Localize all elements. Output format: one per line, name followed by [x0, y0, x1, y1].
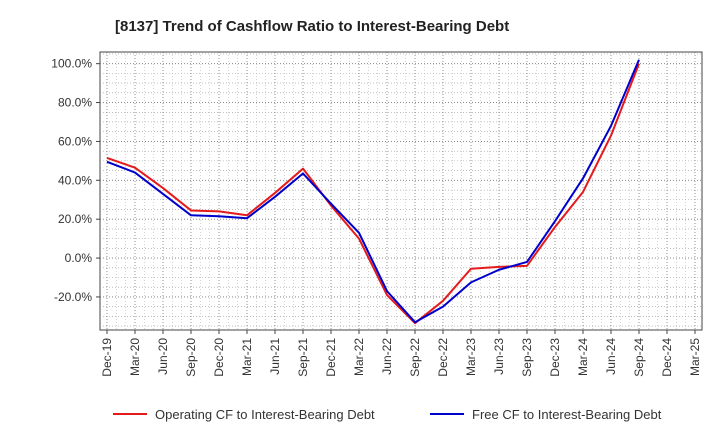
x-tick-label: Jun-20 — [156, 338, 170, 375]
x-tick-label: Sep-21 — [296, 338, 310, 377]
series-lines — [106, 59, 640, 325]
plot-area — [99, 51, 703, 331]
y-axis: -20.0% 0.0% 20.0% 40.0% 60.0% 80.0% 100.0% — [51, 57, 100, 304]
x-tick-label: Dec-20 — [212, 338, 226, 377]
x-tick-label: Dec-24 — [660, 338, 674, 377]
y-tick-label: -20.0% — [54, 290, 92, 304]
x-tick-label: Dec-21 — [324, 338, 338, 377]
x-tick-label: Sep-24 — [632, 338, 646, 377]
x-tick-label: Sep-22 — [408, 338, 422, 377]
y-tick-label: 100.0% — [51, 57, 92, 71]
chart-title: [8137] Trend of Cashflow Ratio to Intere… — [115, 18, 509, 35]
x-tick-label: Mar-25 — [688, 338, 702, 376]
legend: Operating CF to Interest-Bearing Debt Fre… — [113, 407, 662, 422]
series-line-2 — [106, 59, 640, 324]
grid-lines — [100, 52, 702, 330]
x-tick-label: Dec-23 — [548, 338, 562, 377]
x-tick-label: Mar-20 — [128, 338, 142, 376]
x-tick-label: Jun-22 — [380, 338, 394, 375]
legend-label: Operating CF to Interest-Bearing Debt — [155, 407, 375, 422]
x-tick-label: Dec-22 — [436, 338, 450, 377]
x-tick-label: Sep-20 — [184, 338, 198, 377]
y-tick-label: 60.0% — [58, 134, 92, 148]
x-tick-label: Jun-24 — [604, 338, 618, 375]
x-tick-label: Dec-19 — [100, 338, 114, 377]
x-tick-label: Mar-23 — [464, 338, 478, 376]
series-line-1 — [106, 63, 640, 325]
y-tick-label: 80.0% — [58, 96, 92, 110]
x-tick-label: Jun-21 — [268, 338, 282, 375]
legend-label: Free CF to Interest-Bearing Debt — [472, 407, 662, 422]
x-tick-label: Mar-24 — [576, 338, 590, 376]
x-tick-label: Mar-22 — [352, 338, 366, 376]
y-tick-label: 0.0% — [65, 251, 93, 265]
y-tick-label: 20.0% — [58, 212, 92, 226]
x-tick-label: Mar-21 — [240, 338, 254, 376]
x-tick-label: Jun-23 — [492, 338, 506, 375]
y-tick-label: 40.0% — [58, 173, 92, 187]
x-axis: Dec-19 Mar-20 Jun-20 Sep-20 Dec-20 Mar-21 Jun-… — [100, 330, 702, 377]
x-tick-label: Sep-23 — [520, 338, 534, 377]
